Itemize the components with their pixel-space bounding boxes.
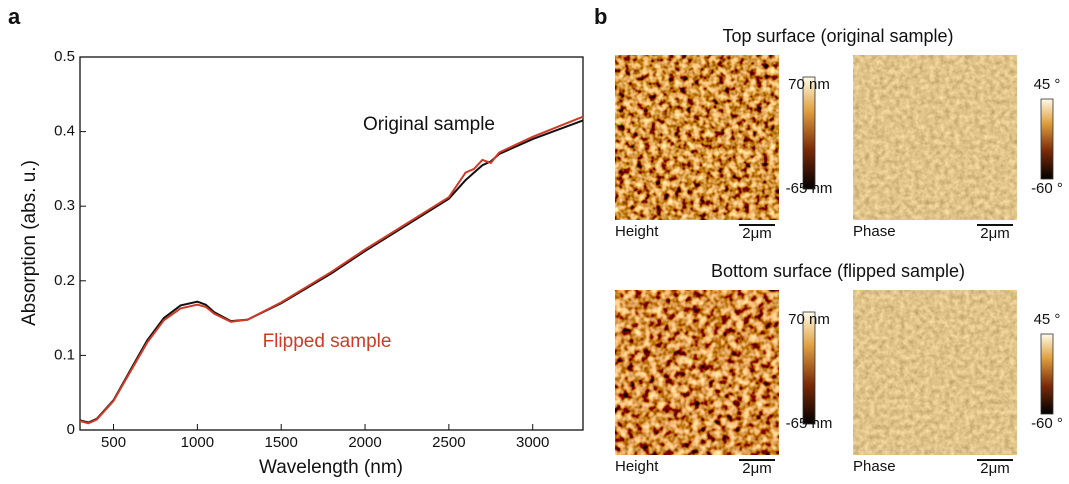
scale-bar-label: 2μm (980, 460, 1009, 477)
colorbar (1040, 98, 1054, 180)
colorbar-min: -60 ° (1031, 415, 1063, 432)
colorbar (1040, 333, 1054, 415)
colorbar (802, 76, 816, 190)
y-tick-label: 0.1 (54, 346, 75, 363)
y-tick-label: 0 (67, 421, 75, 438)
colorbar-max: 45 ° (1034, 311, 1061, 328)
x-tick-label: 1500 (265, 434, 298, 451)
legend-label: Flipped sample (263, 331, 392, 352)
x-tick-label: 3000 (516, 434, 549, 451)
colorbar-min: -65 nm (786, 180, 833, 197)
x-tick-label: 500 (101, 434, 126, 451)
x-tick-label: 2000 (348, 434, 381, 451)
scale-bar-label: 2μm (980, 225, 1009, 242)
colorbar-max: 70 nm (788, 76, 830, 93)
afm-image (615, 290, 779, 455)
colorbar-max: 45 ° (1034, 76, 1061, 93)
image-label: Height (615, 458, 659, 475)
scale-bar-label: 2μm (742, 225, 771, 242)
y-tick-label: 0.5 (54, 48, 75, 65)
x-tick-label: 2500 (432, 434, 465, 451)
afm-title: Top surface (original sample) (722, 26, 953, 46)
scale-bar-label: 2μm (742, 460, 771, 477)
image-label: Phase (853, 458, 896, 475)
colorbar-max: 70 nm (788, 311, 830, 328)
afm-title: Bottom surface (flipped sample) (711, 261, 965, 281)
y-tick-label: 0.4 (54, 123, 75, 140)
afm-image (853, 55, 1017, 220)
image-label: Height (615, 223, 659, 240)
afm-image (853, 290, 1017, 455)
legend-label: Original sample (363, 114, 495, 135)
image-label: Phase (853, 223, 896, 240)
colorbar (802, 311, 816, 425)
afm-image (615, 55, 779, 220)
colorbar-min: -60 ° (1031, 180, 1063, 197)
colorbar-min: -65 nm (786, 415, 833, 432)
plot-frame (79, 56, 584, 431)
y-tick-label: 0.2 (54, 272, 75, 289)
y-axis-label: Absorption (abs. u.) (19, 160, 40, 326)
y-tick-label: 0.3 (54, 197, 75, 214)
panel-label: b (594, 4, 607, 29)
x-axis-label: Wavelength (nm) (259, 457, 403, 478)
panel-label: a (8, 4, 21, 29)
x-tick-label: 1000 (181, 434, 214, 451)
series-line (79, 115, 584, 425)
